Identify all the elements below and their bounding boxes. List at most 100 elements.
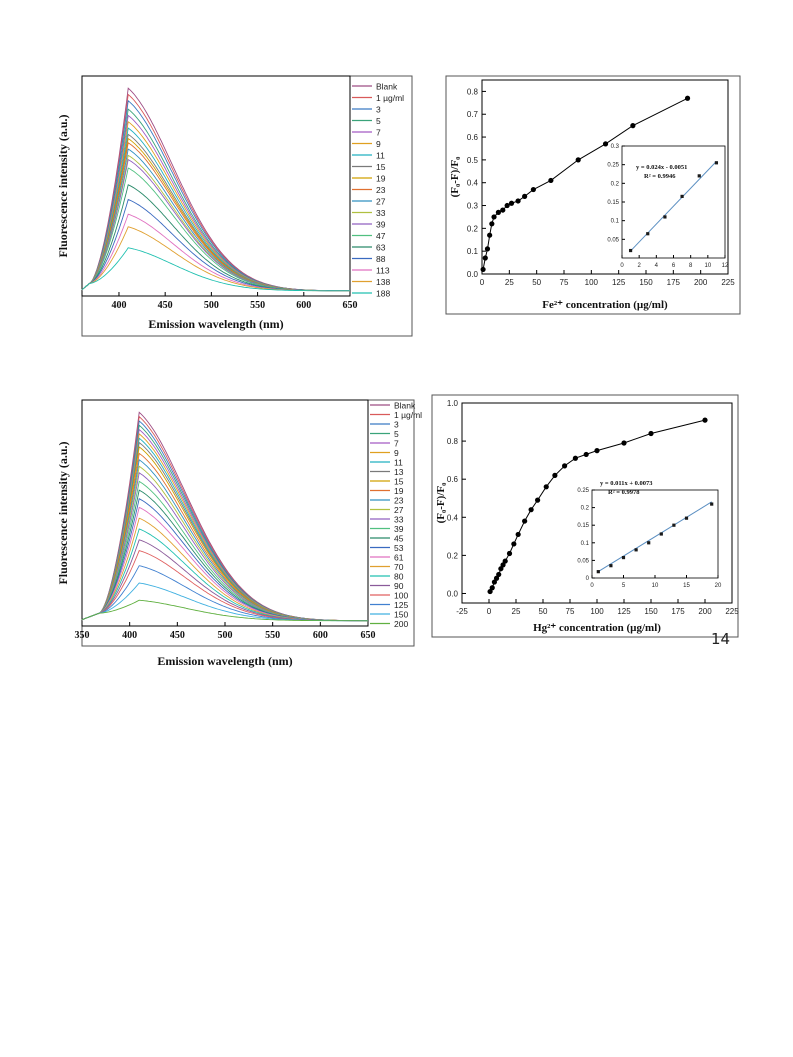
- y-axis-label: (F₀-F)/F₀: [449, 156, 461, 198]
- data-point: [530, 186, 536, 193]
- x-axis-label: Emission wavelength (nm): [157, 654, 292, 668]
- legend-label: Blank: [394, 401, 416, 411]
- data-point: [495, 209, 501, 215]
- x-axis-label: Fe²⁺ concentration (µg/ml): [542, 299, 668, 311]
- x-tick-label: 125: [617, 607, 631, 616]
- data-point: [648, 430, 654, 437]
- inset-x-tick-label: 10: [704, 263, 711, 269]
- inset-data-point: [684, 516, 689, 520]
- y-axis-label: Fluorescence intensity (a.u.): [56, 114, 70, 257]
- legend-label: 13: [394, 467, 404, 477]
- data-point: [522, 518, 528, 524]
- x-tick-label: 500: [204, 300, 219, 311]
- x-tick-label: 350: [75, 630, 90, 641]
- x-tick-label: 400: [111, 300, 126, 311]
- inset-data-point: [659, 532, 663, 536]
- x-tick-label: 25: [505, 278, 514, 287]
- x-tick-label: 175: [671, 607, 685, 616]
- data-point: [684, 95, 691, 101]
- y-tick-label: 0.6: [447, 475, 459, 484]
- data-point: [548, 177, 554, 184]
- legend-label: 27: [394, 505, 404, 515]
- plot-area: [81, 75, 351, 297]
- x-tick-label: 500: [218, 630, 233, 641]
- x-tick-label: 50: [532, 278, 541, 287]
- legend-label: 11: [394, 458, 403, 468]
- legend-label: 88: [376, 254, 386, 264]
- spectrum-line: [81, 247, 350, 292]
- x-tick-label: 175: [667, 278, 681, 287]
- x-tick-label: 650: [361, 630, 376, 641]
- inset-equation: y = 0.024x - 0.0051: [636, 164, 687, 171]
- y-tick-label: 1.0: [447, 399, 459, 408]
- legend-label: 39: [376, 220, 386, 230]
- inset-y-tick-label: 0.05: [607, 237, 619, 243]
- legend-label: 3: [376, 105, 381, 115]
- legend-label: 33: [394, 515, 404, 525]
- inset-y-tick-label: 0: [586, 576, 590, 582]
- data-point: [496, 571, 502, 578]
- x-axis-label: Emission wavelength (nm): [148, 317, 283, 331]
- inset-data-point: [680, 194, 684, 198]
- data-point: [572, 455, 579, 461]
- y-tick-label: 0.3: [467, 202, 479, 211]
- inset-plot-area: [591, 489, 719, 579]
- inset-x-tick-label: 2: [637, 263, 641, 269]
- inset-y-tick-label: 0.15: [607, 200, 619, 206]
- spectrum-line: [81, 120, 350, 292]
- x-tick-label: 100: [590, 607, 604, 616]
- legend-label: Blank: [376, 82, 398, 92]
- legend-label: 150: [394, 610, 408, 620]
- y-tick-label: 0.0: [467, 270, 479, 279]
- x-tick-label: 600: [296, 300, 311, 311]
- legend-label: 9: [376, 139, 381, 149]
- x-tick-label: 550: [250, 300, 265, 311]
- legend-label: 7: [376, 128, 381, 138]
- legend-label: 1 µg/ml: [376, 93, 404, 103]
- inset-plot-area: [621, 145, 726, 259]
- inset-fit-line: [630, 160, 717, 252]
- x-tick-label: 225: [721, 278, 735, 287]
- legend-label: 33: [376, 208, 386, 218]
- y-tick-label: 0.4: [447, 513, 459, 522]
- inset-x-tick-label: 20: [715, 583, 722, 589]
- y-tick-label: 0.8: [467, 87, 479, 96]
- legend-label: 27: [376, 197, 386, 207]
- inset-x-tick-label: 0: [590, 583, 594, 589]
- legend-label: 5: [376, 116, 381, 126]
- data-point: [602, 141, 609, 147]
- inset-data-point: [697, 174, 701, 178]
- legend-label: 3: [394, 420, 399, 430]
- x-tick-label: 400: [122, 630, 137, 641]
- inset-x-tick-label: 15: [683, 583, 690, 589]
- legend-label: 23: [376, 185, 386, 195]
- legend-label: 125: [394, 600, 408, 610]
- legend-label: 7: [394, 439, 399, 449]
- x-tick-label: 600: [313, 630, 328, 641]
- inset-x-tick-label: 4: [655, 263, 659, 269]
- x-tick-label: 100: [585, 278, 599, 287]
- inset-data-point: [710, 502, 714, 506]
- data-point: [562, 463, 568, 469]
- x-axis-label: Hg²⁺ concentration (µg/ml): [533, 622, 661, 634]
- data-point: [508, 200, 515, 206]
- legend-label: 100: [394, 591, 408, 601]
- x-tick-label: -25: [456, 607, 468, 616]
- data-point: [500, 562, 506, 568]
- inset-data-point: [596, 570, 600, 574]
- inset-y-tick-label: 0.2: [611, 181, 620, 187]
- data-point: [506, 550, 513, 557]
- data-point: [630, 123, 636, 129]
- inset-y-tick-label: 0.1: [611, 219, 620, 225]
- data-point: [487, 232, 493, 238]
- figure-frame: [445, 75, 741, 315]
- x-tick-label: 0: [480, 278, 485, 287]
- data-point: [487, 588, 493, 595]
- data-point: [621, 440, 627, 446]
- x-tick-label: 50: [539, 607, 548, 616]
- inset-y-tick-label: 0.25: [607, 163, 619, 169]
- x-tick-label: 150: [639, 278, 653, 287]
- inset-data-point: [609, 564, 613, 568]
